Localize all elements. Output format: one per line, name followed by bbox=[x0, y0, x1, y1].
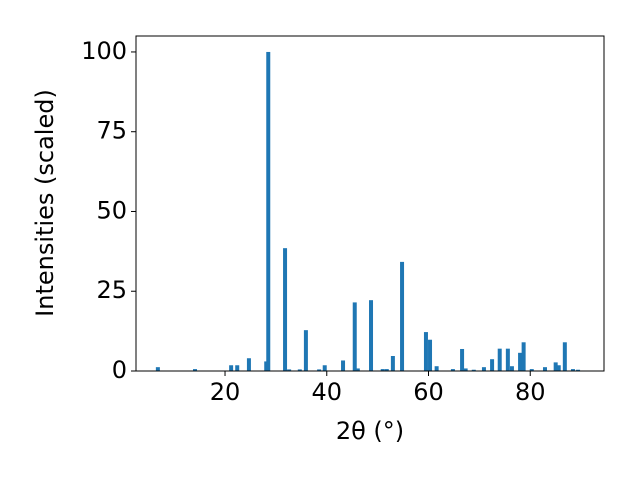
bar bbox=[556, 365, 561, 371]
bar bbox=[193, 369, 198, 371]
bar bbox=[380, 369, 385, 371]
bar bbox=[521, 342, 526, 371]
bar bbox=[317, 369, 322, 371]
bar bbox=[428, 339, 433, 371]
bar bbox=[246, 358, 251, 371]
bar bbox=[400, 261, 405, 371]
bar bbox=[505, 348, 510, 371]
x-axis-label: 2θ (°) bbox=[336, 417, 404, 445]
y-tick-label: 25 bbox=[96, 276, 127, 304]
bar bbox=[460, 348, 465, 371]
bar bbox=[352, 302, 357, 371]
bar bbox=[322, 365, 327, 371]
y-axis-label: Intensities (scaled) bbox=[31, 89, 59, 317]
bar bbox=[434, 366, 439, 371]
axes-frame bbox=[135, 35, 605, 372]
bar bbox=[423, 332, 428, 371]
x-tick-label: 60 bbox=[413, 378, 444, 406]
bar bbox=[471, 369, 476, 371]
bar bbox=[576, 369, 581, 371]
bar bbox=[283, 248, 288, 371]
bar bbox=[562, 342, 567, 371]
bar bbox=[450, 369, 455, 371]
bar bbox=[490, 359, 495, 371]
y-tick-label: 0 bbox=[112, 356, 127, 384]
x-tick-label: 20 bbox=[210, 378, 241, 406]
y-tick-label: 75 bbox=[96, 117, 127, 145]
bar bbox=[297, 369, 302, 371]
bar bbox=[355, 368, 360, 371]
x-tick-label: 80 bbox=[515, 378, 546, 406]
x-tick-label: 40 bbox=[311, 378, 342, 406]
bar bbox=[229, 365, 234, 371]
bar bbox=[264, 361, 269, 371]
bar bbox=[463, 368, 468, 371]
bar bbox=[481, 367, 486, 371]
bar bbox=[384, 369, 389, 371]
bar bbox=[235, 365, 240, 371]
y-tick-label: 100 bbox=[81, 37, 127, 65]
bar bbox=[303, 330, 308, 371]
bar bbox=[509, 366, 514, 371]
bar bbox=[266, 51, 271, 371]
bar bbox=[553, 362, 558, 371]
bar bbox=[497, 348, 502, 371]
bar bbox=[369, 300, 374, 371]
bar bbox=[570, 369, 575, 371]
bar bbox=[518, 352, 523, 371]
bar bbox=[390, 356, 395, 371]
bar bbox=[155, 367, 160, 371]
bar bbox=[529, 369, 534, 371]
bar bbox=[542, 367, 547, 371]
y-tick-label: 50 bbox=[96, 196, 127, 224]
bar bbox=[341, 360, 346, 371]
bar bbox=[287, 369, 292, 371]
